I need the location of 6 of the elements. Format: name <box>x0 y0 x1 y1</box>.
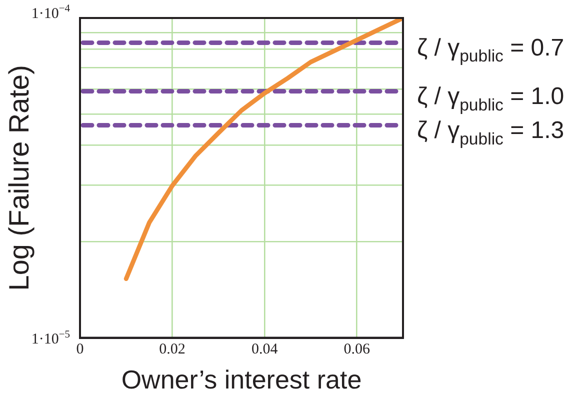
y-axis-title: Log (Failure Rate) <box>4 65 35 291</box>
x-tick-label: 0.06 <box>344 342 370 358</box>
x-tick-label: 0.02 <box>159 342 186 358</box>
x-axis-title: Owner’s interest rate <box>121 364 362 395</box>
x-tick-label: 0.04 <box>251 342 278 358</box>
x-tick-label: 0 <box>76 342 84 358</box>
